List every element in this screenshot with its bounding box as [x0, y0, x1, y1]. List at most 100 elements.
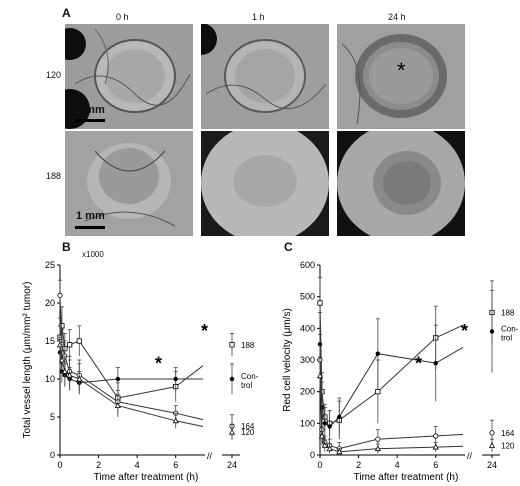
chart-c-asterisk-2: *: [461, 321, 468, 341]
chart-c-series-188-point: [317, 300, 323, 306]
chart-c-xtick-label: 2: [356, 460, 361, 470]
chart-b-xtick-label: 6: [173, 460, 178, 470]
chart-c-ytick-label: 500: [300, 292, 315, 302]
chart-c-series-188-label: 188: [501, 309, 515, 318]
row-label-120: 120: [46, 70, 62, 80]
time-header-0h: 0 h: [116, 12, 129, 22]
chart-c-series-control-point: [327, 424, 332, 429]
chart-b-series-188-point: [229, 342, 235, 348]
time-header-1h: 1 h: [252, 12, 265, 22]
chart-c-series-120-point: [432, 443, 439, 450]
chart-b-ytick-label: 25: [45, 260, 55, 270]
chart-b-series-164-label: 164: [241, 422, 255, 431]
chart-c-series-120-point: [488, 442, 496, 448]
chart-b-series-120-point: [172, 417, 179, 424]
chart-b-series-120-point: [61, 367, 68, 374]
chart-c-series-control-label-2: trol: [501, 334, 512, 343]
chart-c-series-120-point: [326, 445, 333, 452]
chart-c-series-120-point: [374, 445, 381, 452]
chart-b-series-120-point: [114, 402, 121, 408]
chart-c-ytick-label: 200: [300, 387, 315, 397]
row-label-188: 188: [46, 171, 62, 181]
chart-c-series-120-point: [336, 448, 343, 455]
chart-c-series-120-line-ext: [435, 445, 464, 448]
chart-b-ylabel: Total vessel length (μm/mm² tumor): [22, 282, 33, 439]
y-multiplier: x1000: [82, 250, 104, 259]
scale-bar-line: [75, 119, 105, 122]
chart-b-axis-break: //: [207, 451, 213, 461]
chart-c-series-control-line-ext: [435, 346, 464, 364]
chart-c-series-control-point: [337, 414, 342, 420]
chart-b-series-120-point: [228, 428, 236, 435]
chart-c-xtick-label: 0: [317, 460, 322, 470]
chart-b-series-120-label: 120: [241, 428, 255, 437]
chart-c-series-164-label: 164: [501, 429, 515, 438]
photo-188-1h: [201, 131, 329, 236]
chart-c-ytick-label: 300: [300, 355, 315, 365]
chart-c-series-120-label: 120: [501, 442, 515, 451]
chart-c-series-164-point: [489, 430, 495, 436]
chart-c-ytick-label: 100: [300, 418, 315, 428]
photo-188-0h: [65, 131, 193, 236]
chart-b-ytick-label: 15: [45, 336, 55, 346]
chart-b-series-188-point: [76, 338, 82, 344]
chart-b-ytick-label: 0: [50, 450, 55, 460]
chart-b-xtick-label: 2: [96, 460, 101, 470]
chart-c-xlabel: Time after treatment (h): [354, 472, 459, 483]
chart-c-series-164-point: [433, 433, 439, 439]
chart-b-series-control-point: [115, 376, 121, 382]
chart-b-series-control-point: [229, 376, 235, 382]
chart-b-series-120-point: [58, 356, 65, 363]
photo-120-0h: [65, 24, 193, 129]
chart-c-xtick-label: 24: [487, 460, 497, 470]
chart-b-ytick-label: 5: [50, 412, 55, 422]
panel-a-label: A: [62, 6, 71, 20]
chart-b-series-control-label: Con-: [241, 372, 259, 381]
chart-b-series-120-point: [66, 371, 73, 378]
panel-b-label: B: [62, 240, 71, 254]
chart-c-ylabel: Red cell velocity (μm/s): [282, 308, 293, 412]
chart-c-series-188-line-ext: [435, 324, 464, 339]
chart-c-series-188-point: [375, 389, 381, 395]
chart-c-series-120-point: [321, 442, 328, 448]
chart-c-series-164-line-ext: [435, 433, 464, 437]
chart-b-series-188-label: 188: [241, 341, 255, 350]
chart-c-xtick-label: 6: [433, 460, 438, 470]
chart-b-series-164-line-ext: [175, 412, 204, 421]
asterisk-marker: *: [397, 58, 406, 83]
chart-b-ytick-label: 20: [45, 298, 55, 308]
chart-c-asterisk-1: *: [415, 354, 422, 374]
chart-b-xlabel: Time after treatment (h): [94, 472, 199, 483]
chart-c-series-164-point: [375, 436, 381, 442]
chart-c-series-120-point: [318, 432, 325, 439]
chart-b-series-120-line-ext: [175, 420, 204, 427]
chart-c-series-120-point: [316, 372, 324, 379]
chart-c-ytick-label: 600: [300, 260, 315, 270]
scale-bar-line-2: [75, 226, 105, 229]
chart-b-series-164-point: [57, 292, 63, 299]
panel-c-label: C: [284, 240, 293, 254]
chart-c-series-control-point: [433, 360, 438, 366]
chart-c-series-control-point: [322, 421, 328, 426]
photo-188-24h: [337, 131, 465, 236]
chart-b-series-control-label-2: trol: [241, 381, 252, 390]
chart-c-axis-break: //: [467, 451, 473, 461]
chart-c-series-control-point: [375, 351, 381, 356]
chart-c-xtick-label: 4: [395, 460, 400, 470]
chart-c-series-control-label: Con-: [501, 325, 519, 334]
chart-b-ytick-label: 10: [45, 374, 55, 384]
scale-bar-label: 1 mm: [76, 104, 105, 116]
chart-c-ytick-label: 0: [310, 450, 315, 460]
chart-c-series-control-point: [489, 329, 495, 334]
chart-b-series-188-line-ext: [175, 365, 204, 387]
chart-c-ytick-label: 400: [300, 323, 315, 333]
chart-b-xtick-label: 24: [227, 460, 237, 470]
chart-b-series-control-point: [173, 376, 178, 382]
chart-b-series-188-point: [67, 342, 73, 348]
photo-120-24h: *: [337, 24, 465, 129]
scale-bar-label-2: 1 mm: [76, 210, 105, 222]
photo-120-1h: [201, 24, 329, 129]
chart-b-xtick-label: 0: [57, 460, 62, 470]
